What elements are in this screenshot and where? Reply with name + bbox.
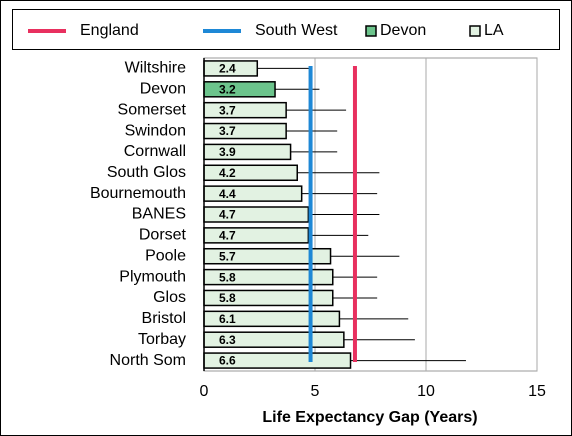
x-tick-label: 5 xyxy=(311,383,320,400)
y-tick-label: Cornwall xyxy=(124,143,186,160)
value-label: 5.8 xyxy=(219,291,236,305)
value-label: 4.4 xyxy=(219,187,236,201)
y-tick-label: North Som xyxy=(110,352,186,369)
y-tick-label: Devon xyxy=(140,81,186,98)
x-axis-title: Life Expectancy Gap (Years) xyxy=(262,409,477,426)
value-label: 3.2 xyxy=(219,82,236,96)
y-tick-label: BANES xyxy=(132,206,186,223)
value-label: 3.9 xyxy=(219,145,236,159)
value-label: 2.4 xyxy=(219,62,236,76)
value-label: 6.3 xyxy=(219,333,236,347)
value-label: 3.7 xyxy=(219,124,236,138)
x-tick-label: 0 xyxy=(200,383,209,400)
value-label: 4.7 xyxy=(219,229,236,243)
value-label: 4.2 xyxy=(219,166,236,180)
y-tick-label: Somerset xyxy=(118,101,187,118)
x-tick-label: 15 xyxy=(528,383,546,400)
y-tick-label: Swindon xyxy=(125,122,186,139)
legend-box xyxy=(12,9,560,50)
value-label: 5.7 xyxy=(219,249,236,263)
y-tick-label: Bournemouth xyxy=(90,185,186,202)
y-tick-label: Bristol xyxy=(142,310,186,327)
legend-label: South West xyxy=(255,22,338,39)
value-label: 3.7 xyxy=(219,103,236,117)
y-tick-label: Dorset xyxy=(139,227,187,244)
legend-label: England xyxy=(80,22,139,39)
legend-swatch xyxy=(365,25,377,37)
y-tick-label: Glos xyxy=(153,289,186,306)
value-label: 6.6 xyxy=(219,354,236,368)
legend-label: LA xyxy=(484,22,504,39)
y-tick-label: Poole xyxy=(145,247,186,264)
y-tick-label: Torbay xyxy=(138,331,186,348)
value-label: 6.1 xyxy=(219,312,236,326)
legend-label: Devon xyxy=(380,22,426,39)
value-label: 4.7 xyxy=(219,208,236,222)
bar xyxy=(203,81,276,98)
y-tick-label: South Glos xyxy=(107,164,186,181)
value-label: 5.8 xyxy=(219,270,236,284)
bar xyxy=(203,101,287,119)
y-tick-label: Plymouth xyxy=(119,268,186,285)
legend-swatch xyxy=(469,25,481,37)
bar xyxy=(203,164,298,182)
bar xyxy=(203,122,287,140)
y-tick-label: Wiltshire xyxy=(125,60,186,77)
bar xyxy=(203,143,292,161)
x-tick-label: 10 xyxy=(417,383,435,400)
